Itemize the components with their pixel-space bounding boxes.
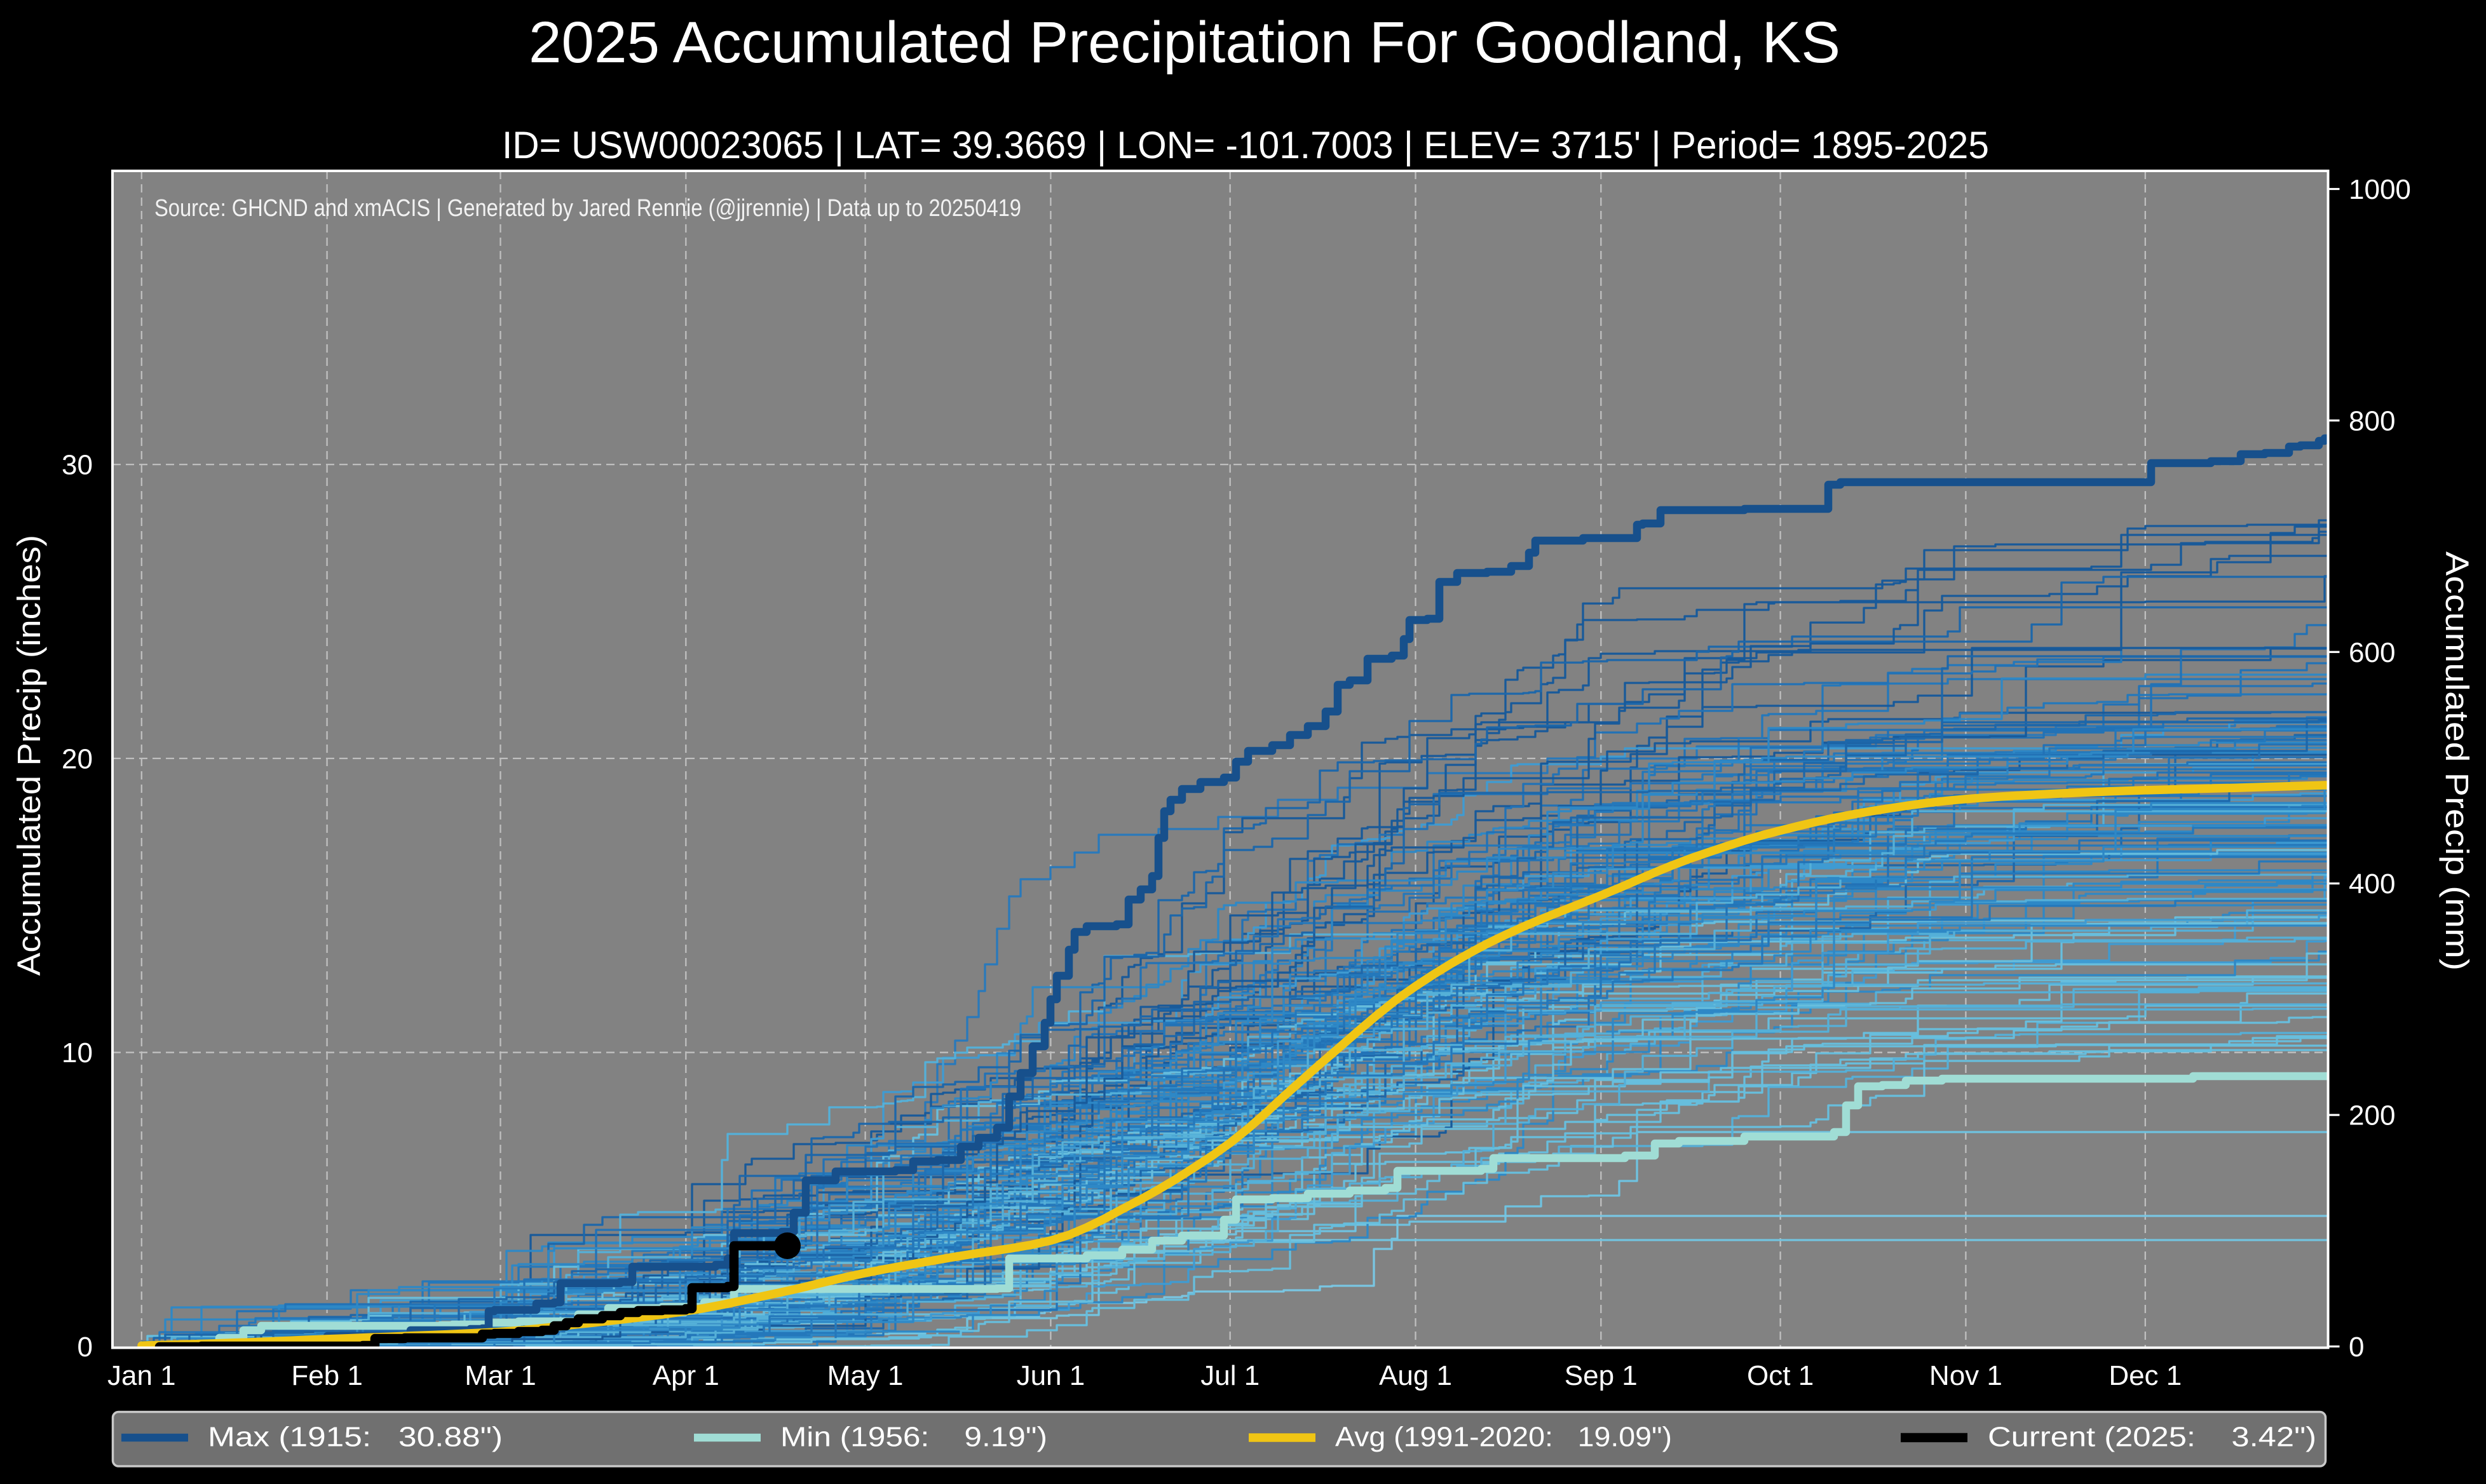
svg-text:Dec 1: Dec 1 xyxy=(2109,1360,2182,1391)
svg-text:Min (1956: 9.19"): Min (1956: 9.19") xyxy=(780,1422,1047,1453)
svg-text:Jun 1: Jun 1 xyxy=(1017,1360,1085,1391)
svg-text:20: 20 xyxy=(62,743,93,774)
svg-text:Mar 1: Mar 1 xyxy=(465,1360,536,1391)
svg-text:Accumulated Precip (inches): Accumulated Precip (inches) xyxy=(11,535,47,976)
svg-text:Avg (1991-2020: 19.09"): Avg (1991-2020: 19.09") xyxy=(1335,1422,1672,1453)
svg-text:Jan 1: Jan 1 xyxy=(107,1360,176,1391)
svg-text:Feb 1: Feb 1 xyxy=(291,1360,363,1391)
svg-text:Oct 1: Oct 1 xyxy=(1747,1360,1814,1391)
svg-text:30: 30 xyxy=(62,450,93,481)
svg-text:400: 400 xyxy=(2349,868,2395,900)
svg-text:2025 Accumulated Precipitation: 2025 Accumulated Precipitation For Goodl… xyxy=(529,10,1840,75)
svg-text:ID= USW00023065 | LAT= 39.3669: ID= USW00023065 | LAT= 39.3669 | LON= -1… xyxy=(502,124,1989,166)
svg-text:Sep 1: Sep 1 xyxy=(1565,1360,1638,1391)
svg-text:800: 800 xyxy=(2349,405,2395,436)
svg-text:10: 10 xyxy=(62,1037,93,1069)
svg-text:Nov 1: Nov 1 xyxy=(1929,1360,2002,1391)
svg-text:0: 0 xyxy=(2349,1332,2364,1363)
svg-text:Jul 1: Jul 1 xyxy=(1200,1360,1260,1391)
svg-text:Source: GHCND and xmACIS | Gen: Source: GHCND and xmACIS | Generated by … xyxy=(154,195,1021,222)
svg-text:Max (1915: 30.88"): Max (1915: 30.88") xyxy=(208,1422,503,1453)
svg-text:200: 200 xyxy=(2349,1100,2395,1131)
svg-text:Aug 1: Aug 1 xyxy=(1379,1360,1452,1391)
svg-text:600: 600 xyxy=(2349,637,2395,668)
svg-text:0: 0 xyxy=(78,1332,93,1363)
svg-text:May 1: May 1 xyxy=(827,1360,904,1391)
svg-text:Current (2025: 3.42"): Current (2025: 3.42") xyxy=(1988,1422,2316,1453)
svg-text:1000: 1000 xyxy=(2349,174,2411,205)
svg-text:Accumulated Precip (mm): Accumulated Precip (mm) xyxy=(2439,551,2475,971)
svg-text:Apr 1: Apr 1 xyxy=(653,1360,719,1391)
